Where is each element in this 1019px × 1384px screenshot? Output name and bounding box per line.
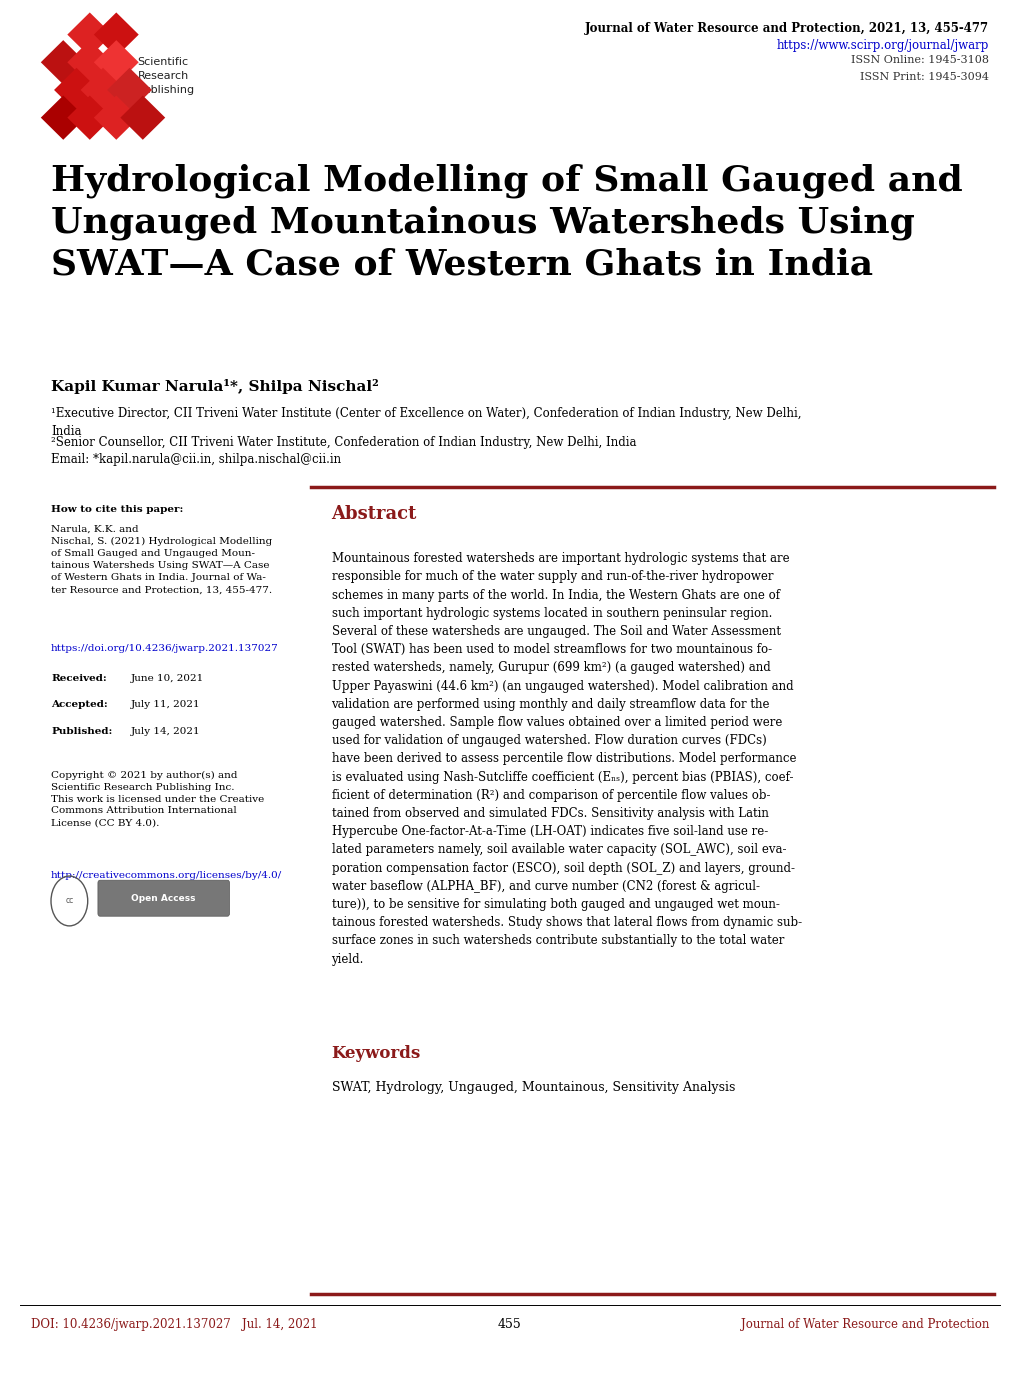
Text: Accepted:: Accepted: bbox=[51, 700, 108, 710]
Text: Keywords: Keywords bbox=[331, 1045, 421, 1062]
Polygon shape bbox=[107, 68, 152, 112]
Text: Published:: Published: bbox=[51, 727, 112, 736]
Polygon shape bbox=[120, 95, 165, 140]
Text: Narula, K.K. and
Nischal, S. (2021) Hydrological Modelling
of Small Gauged and U: Narula, K.K. and Nischal, S. (2021) Hydr… bbox=[51, 525, 272, 595]
Text: Mountainous forested watersheds are important hydrologic systems that are
respon: Mountainous forested watersheds are impo… bbox=[331, 552, 801, 966]
Text: July 11, 2021: July 11, 2021 bbox=[130, 700, 200, 710]
FancyBboxPatch shape bbox=[98, 880, 229, 916]
Polygon shape bbox=[54, 68, 99, 112]
Text: https://doi.org/10.4236/jwarp.2021.137027: https://doi.org/10.4236/jwarp.2021.13702… bbox=[51, 644, 278, 653]
Polygon shape bbox=[41, 40, 86, 84]
Text: ISSN Online: 1945-3108: ISSN Online: 1945-3108 bbox=[851, 55, 988, 65]
Text: Received:: Received: bbox=[51, 674, 107, 684]
Text: July 14, 2021: July 14, 2021 bbox=[130, 727, 200, 736]
Text: June 10, 2021: June 10, 2021 bbox=[130, 674, 204, 684]
Polygon shape bbox=[81, 68, 125, 112]
Text: Open Access: Open Access bbox=[131, 894, 196, 902]
Text: Hydrological Modelling of Small Gauged and
Ungauged Mountainous Watersheds Using: Hydrological Modelling of Small Gauged a… bbox=[51, 163, 962, 281]
Text: SWAT, Hydrology, Ungauged, Mountainous, Sensitivity Analysis: SWAT, Hydrology, Ungauged, Mountainous, … bbox=[331, 1081, 734, 1093]
Text: cc: cc bbox=[65, 897, 73, 905]
Polygon shape bbox=[67, 12, 112, 57]
Polygon shape bbox=[67, 95, 112, 140]
Text: https://www.scirp.org/journal/jwarp: https://www.scirp.org/journal/jwarp bbox=[776, 39, 988, 51]
Polygon shape bbox=[94, 12, 139, 57]
Text: Kapil Kumar Narula¹*, Shilpa Nischal²: Kapil Kumar Narula¹*, Shilpa Nischal² bbox=[51, 379, 378, 394]
Text: Journal of Water Resource and Protection, 2021, 13, 455-477: Journal of Water Resource and Protection… bbox=[585, 22, 988, 35]
Text: Copyright © 2021 by author(s) and
Scientific Research Publishing Inc.
This work : Copyright © 2021 by author(s) and Scient… bbox=[51, 771, 264, 828]
Text: Abstract: Abstract bbox=[331, 505, 417, 523]
Text: ¹Executive Director, CII Triveni Water Institute (Center of Excellence on Water): ¹Executive Director, CII Triveni Water I… bbox=[51, 407, 801, 437]
Polygon shape bbox=[94, 95, 139, 140]
Polygon shape bbox=[67, 40, 112, 84]
Text: Scientific
Research
Publishing: Scientific Research Publishing bbox=[138, 57, 195, 95]
Text: ²Senior Counsellor, CII Triveni Water Institute, Confederation of Indian Industr: ²Senior Counsellor, CII Triveni Water In… bbox=[51, 436, 636, 448]
Polygon shape bbox=[41, 95, 86, 140]
Text: Journal of Water Resource and Protection: Journal of Water Resource and Protection bbox=[740, 1318, 988, 1330]
Text: ISSN Print: 1945-3094: ISSN Print: 1945-3094 bbox=[860, 72, 988, 82]
Text: DOI: 10.4236/jwarp.2021.137027   Jul. 14, 2021: DOI: 10.4236/jwarp.2021.137027 Jul. 14, … bbox=[31, 1318, 317, 1330]
Text: How to cite this paper:: How to cite this paper: bbox=[51, 505, 183, 515]
Polygon shape bbox=[94, 40, 139, 84]
Text: 455: 455 bbox=[497, 1318, 522, 1330]
Text: Email: *kapil.narula@cii.in, shilpa.nischal@cii.in: Email: *kapil.narula@cii.in, shilpa.nisc… bbox=[51, 453, 340, 465]
Text: http://creativecommons.org/licenses/by/4.0/: http://creativecommons.org/licenses/by/4… bbox=[51, 871, 282, 880]
